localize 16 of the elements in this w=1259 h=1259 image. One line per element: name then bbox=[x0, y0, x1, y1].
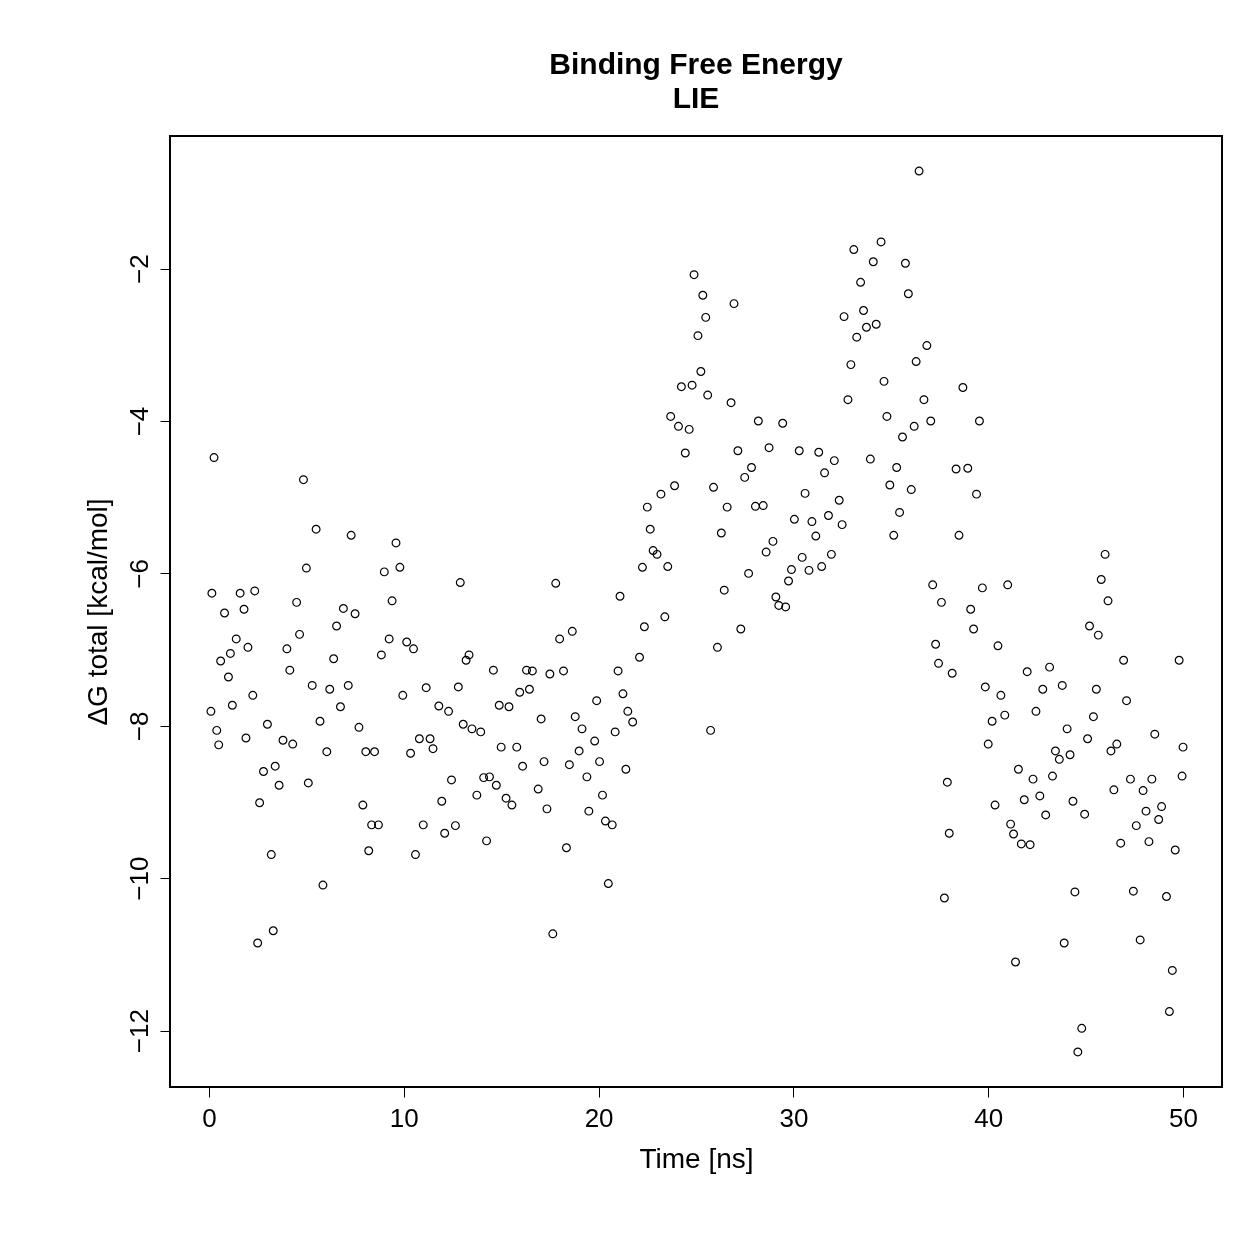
x-tick-label: 30 bbox=[779, 1102, 809, 1133]
chart-title: Binding Free Energy bbox=[549, 47, 843, 80]
x-tick-label: 10 bbox=[389, 1102, 419, 1133]
y-tick-label: −2 bbox=[123, 254, 154, 284]
y-tick-label: −6 bbox=[123, 559, 154, 589]
chart-subtitle: LIE bbox=[672, 81, 720, 114]
x-tick-label: 20 bbox=[584, 1102, 614, 1133]
y-tick-label: −4 bbox=[123, 406, 154, 437]
y-axis-title: ΔG total [kcal/mol] bbox=[81, 498, 113, 726]
y-tick-label: −8 bbox=[123, 711, 154, 742]
x-tick-label: 50 bbox=[1169, 1102, 1198, 1133]
y-tick-label: −12 bbox=[123, 1009, 154, 1054]
x-tick-label: 0 bbox=[202, 1102, 217, 1133]
x-tick-label: 40 bbox=[974, 1102, 1004, 1133]
y-tick-label: −10 bbox=[123, 856, 154, 901]
x-axis-title: Time [ns] bbox=[639, 1142, 754, 1174]
